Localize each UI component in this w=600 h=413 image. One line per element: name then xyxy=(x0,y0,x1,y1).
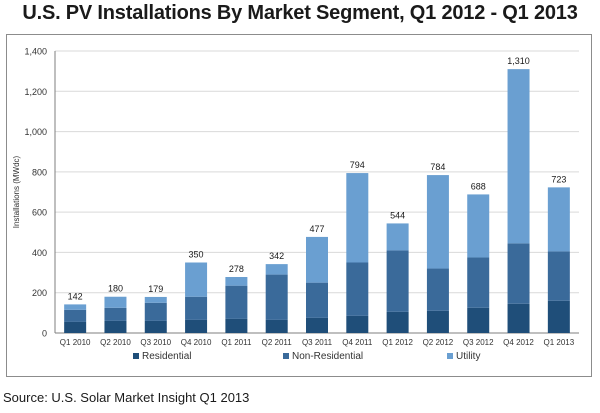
bar-total-label: 342 xyxy=(269,251,284,261)
bar-utility xyxy=(144,296,167,303)
legend-label: Utility xyxy=(456,351,480,362)
bar-residential xyxy=(306,317,328,333)
bar-residential xyxy=(144,320,167,333)
bar-non-residential xyxy=(386,250,409,312)
bar-utility xyxy=(265,264,288,275)
y-tick-label: 1,000 xyxy=(24,127,47,137)
x-tick-label: Q1 2011 xyxy=(221,338,252,347)
bar-non-residential xyxy=(426,268,449,311)
bar-total-label: 278 xyxy=(229,264,244,274)
bar-non-residential xyxy=(265,274,288,320)
bar-non-residential xyxy=(104,307,127,321)
x-tick-label: Q4 2012 xyxy=(503,338,534,347)
x-tick-label: Q3 2011 xyxy=(302,338,333,347)
y-tick-label: 0 xyxy=(42,329,47,339)
bar-total-label: 350 xyxy=(189,250,204,260)
x-tick-label: Q4 2011 xyxy=(342,338,373,347)
bar-total-label: 179 xyxy=(148,284,163,294)
bar-residential xyxy=(104,320,127,333)
bar-non-residential xyxy=(225,285,248,319)
x-tick-label: Q2 2011 xyxy=(262,338,293,347)
y-tick-label: 200 xyxy=(32,288,47,298)
bar-total-label: 688 xyxy=(471,181,486,191)
bar-residential xyxy=(265,319,288,333)
y-tick-label: 800 xyxy=(32,167,47,177)
x-tick-label: Q3 2010 xyxy=(140,338,171,347)
bar-utility xyxy=(64,304,87,310)
bar-residential xyxy=(225,318,248,333)
bar-utility xyxy=(426,175,449,269)
bar-utility xyxy=(185,262,208,297)
bar-total-label: 142 xyxy=(68,291,83,301)
y-axis-label: Installations (MWdc) xyxy=(12,155,21,228)
bar-residential xyxy=(64,321,87,333)
bar-total-label: 723 xyxy=(551,174,566,184)
bar-total-label: 477 xyxy=(309,224,324,234)
x-tick-label: Q4 2010 xyxy=(181,338,212,347)
bar-non-residential xyxy=(507,243,530,304)
bar-non-residential xyxy=(306,282,328,318)
bar-utility xyxy=(386,223,409,251)
bar-utility xyxy=(225,277,248,286)
bar-residential xyxy=(426,310,449,333)
legend-label: Residential xyxy=(142,351,191,362)
bar-non-residential xyxy=(185,296,208,320)
bar-total-label: 794 xyxy=(350,160,365,170)
bar-utility xyxy=(507,69,530,244)
x-tick-label: Q2 2012 xyxy=(423,338,454,347)
chart-frame: 0 200 400 600 800 1,000 1,200 1,400 Installation… xyxy=(6,34,592,377)
bar-residential xyxy=(185,319,208,333)
bar-non-residential xyxy=(547,251,570,301)
bar-non-residential xyxy=(64,309,87,322)
bar-utility xyxy=(467,194,490,258)
legend-swatch xyxy=(447,353,453,359)
x-tick-label: Q2 2010 xyxy=(100,338,131,347)
bar-total-label: 1,310 xyxy=(507,56,530,66)
bar-utility xyxy=(547,187,570,252)
bar-total-label: 544 xyxy=(390,210,405,220)
page-title: U.S. PV Installations By Market Segment,… xyxy=(22,2,578,24)
bar-residential xyxy=(386,311,409,333)
y-tick-label: 1,400 xyxy=(24,47,47,57)
x-tick-label: Q3 2012 xyxy=(463,338,494,347)
legend-label: Non-Residential xyxy=(292,351,363,362)
x-tick-label: Q1 2013 xyxy=(543,338,574,347)
stacked-bar-chart: 0 200 400 600 800 1,000 1,200 1,400 Installation… xyxy=(12,47,579,362)
legend-swatch xyxy=(283,353,289,359)
bar-non-residential xyxy=(467,257,490,308)
y-tick-label: 600 xyxy=(32,208,47,218)
x-tick-label: Q1 2012 xyxy=(382,338,413,347)
bar-utility xyxy=(346,173,369,263)
y-tick-label: 400 xyxy=(32,248,47,258)
y-tick-label: 1,200 xyxy=(24,87,47,97)
bar-utility xyxy=(306,236,328,283)
bar-residential xyxy=(507,303,530,333)
bar-residential xyxy=(547,300,570,333)
bar-residential xyxy=(346,315,369,333)
bar-total-label: 180 xyxy=(108,284,123,294)
bar-non-residential xyxy=(346,262,369,316)
bar-utility xyxy=(104,296,127,308)
bar-total-label: 784 xyxy=(430,162,445,172)
bar-non-residential xyxy=(144,302,167,321)
bar-residential xyxy=(467,307,490,333)
legend-swatch xyxy=(133,353,139,359)
x-tick-label: Q1 2010 xyxy=(60,338,91,347)
source-note: Source: U.S. Solar Market Insight Q1 201… xyxy=(3,390,250,405)
